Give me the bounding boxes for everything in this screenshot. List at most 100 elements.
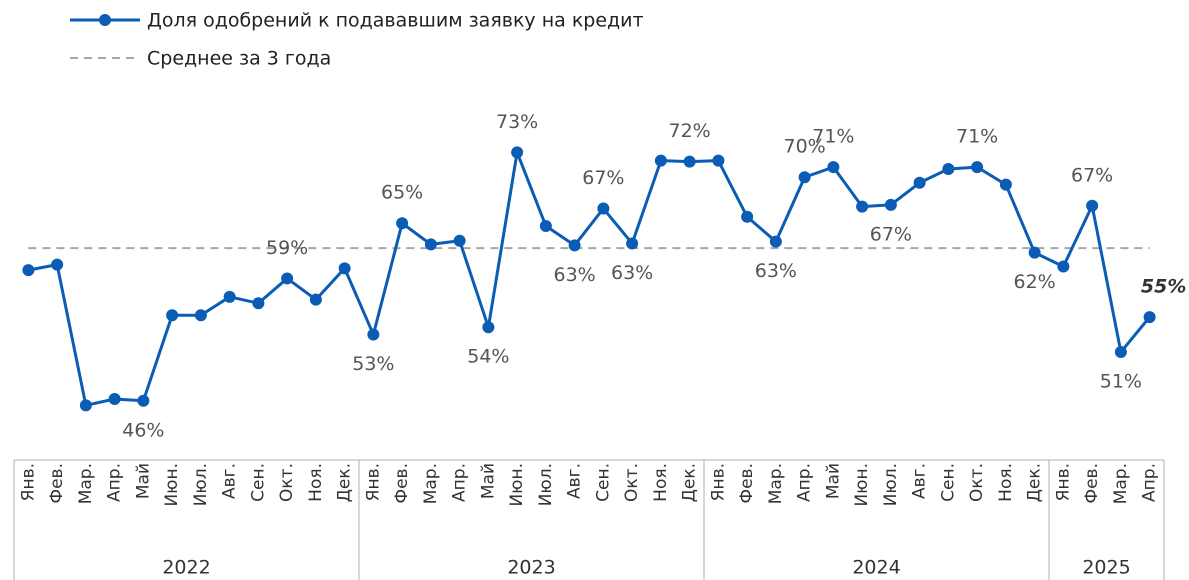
marker bbox=[396, 217, 409, 230]
marker bbox=[597, 202, 610, 215]
data-label: 62% bbox=[1014, 271, 1056, 293]
data-label: 63% bbox=[554, 264, 596, 286]
x-tick-label: Фев. bbox=[47, 463, 67, 504]
data-label: 72% bbox=[669, 120, 711, 142]
marker bbox=[1143, 311, 1156, 324]
year-label: 2024 bbox=[852, 557, 900, 579]
x-tick-label: Янв. bbox=[1053, 463, 1073, 501]
x-tick-label: Янв. bbox=[18, 463, 38, 501]
data-label: 51% bbox=[1100, 371, 1142, 393]
marker bbox=[367, 328, 380, 341]
x-tick-label: Сен. bbox=[938, 463, 958, 502]
marker bbox=[884, 198, 897, 211]
x-tick-label: Июн. bbox=[852, 463, 872, 507]
x-tick-label: Окт. bbox=[967, 463, 987, 502]
marker bbox=[999, 178, 1012, 191]
x-tick-label: Ноя. bbox=[651, 463, 671, 502]
marker bbox=[22, 264, 35, 277]
year-label: 2023 bbox=[507, 557, 555, 579]
x-tick-label: Сен. bbox=[593, 463, 613, 502]
marker bbox=[424, 238, 437, 251]
data-label: 54% bbox=[467, 346, 509, 368]
marker bbox=[1028, 246, 1041, 259]
x-tick-label: Окт. bbox=[277, 463, 297, 502]
data-label: 65% bbox=[381, 182, 423, 204]
data-label: 70% bbox=[784, 136, 826, 158]
x-tick-label: Авг. bbox=[220, 463, 240, 499]
data-label: 71% bbox=[956, 126, 998, 148]
x-tick-label: Окт. bbox=[622, 463, 642, 502]
x-tick-label: Фев. bbox=[1082, 463, 1102, 504]
legend-label: Среднее за 3 года bbox=[147, 48, 331, 70]
x-tick-label: Апр. bbox=[1140, 463, 1160, 502]
year-label: 2025 bbox=[1082, 557, 1130, 579]
x-tick-label: Апр. bbox=[795, 463, 815, 502]
legend-label: Доля одобрений к подававшим заявку на кр… bbox=[147, 10, 644, 32]
x-tick-label: Май bbox=[133, 463, 153, 499]
marker bbox=[223, 290, 236, 303]
x-tick-label: Дек. bbox=[1025, 463, 1045, 502]
x-tick-label: Апр. bbox=[105, 463, 125, 502]
marker bbox=[568, 239, 581, 252]
legend-marker bbox=[99, 14, 111, 26]
marker bbox=[1057, 260, 1070, 273]
marker bbox=[511, 146, 524, 159]
series-line bbox=[28, 150, 1151, 407]
data-label: 53% bbox=[352, 353, 394, 375]
data-label: 59% bbox=[266, 237, 308, 259]
marker bbox=[942, 162, 955, 175]
x-tick-label: Май bbox=[478, 463, 498, 499]
data-label: 67% bbox=[870, 223, 912, 245]
year-label: 2022 bbox=[162, 557, 210, 579]
x-tick-label: Фев. bbox=[737, 463, 757, 504]
x-tick-label: Июл. bbox=[191, 463, 211, 506]
x-tick-label: Янв. bbox=[363, 463, 383, 501]
marker bbox=[712, 154, 725, 167]
marker bbox=[539, 220, 552, 232]
marker bbox=[51, 258, 64, 271]
data-label: 63% bbox=[611, 262, 653, 284]
marker bbox=[252, 297, 265, 310]
marker bbox=[194, 309, 207, 322]
data-label: 55% bbox=[1141, 276, 1186, 298]
marker bbox=[683, 155, 696, 168]
x-tick-label: Июл. bbox=[881, 463, 901, 506]
marker bbox=[856, 200, 869, 213]
x-tick-label: Июл. bbox=[536, 463, 556, 506]
x-tick-label: Дек. bbox=[680, 463, 700, 502]
marker bbox=[1086, 199, 1099, 212]
x-tick-label: Фев. bbox=[392, 463, 412, 504]
marker bbox=[309, 293, 322, 306]
x-tick-label: Июн. bbox=[507, 463, 527, 507]
marker bbox=[79, 399, 92, 412]
x-tick-label: Мар. bbox=[76, 463, 96, 504]
marker bbox=[281, 272, 294, 285]
data-label: 63% bbox=[755, 260, 797, 282]
x-tick-label: Ноя. bbox=[996, 463, 1016, 502]
x-tick-label: Мар. bbox=[421, 463, 441, 504]
x-tick-label: Янв. bbox=[708, 463, 728, 501]
marker bbox=[971, 161, 984, 174]
marker bbox=[913, 176, 926, 189]
marker bbox=[108, 392, 121, 405]
x-tick-label: Мар. bbox=[766, 463, 786, 504]
marker bbox=[1114, 346, 1127, 359]
data-label: 67% bbox=[1071, 164, 1113, 186]
marker bbox=[137, 394, 150, 407]
x-tick-label: Июн. bbox=[162, 463, 182, 507]
x-tick-label: Авг. bbox=[910, 463, 930, 499]
x-tick-label: Авг. bbox=[565, 463, 585, 499]
data-label: 73% bbox=[496, 111, 538, 133]
x-tick-label: Мар. bbox=[1111, 463, 1131, 504]
marker bbox=[769, 235, 782, 248]
marker bbox=[482, 321, 495, 334]
marker bbox=[798, 171, 811, 184]
data-label: 67% bbox=[582, 167, 624, 189]
marker bbox=[166, 309, 179, 322]
marker bbox=[626, 237, 639, 250]
marker bbox=[654, 154, 667, 167]
marker bbox=[338, 262, 351, 275]
data-label: 71% bbox=[812, 126, 854, 148]
data-label: 46% bbox=[122, 419, 164, 441]
